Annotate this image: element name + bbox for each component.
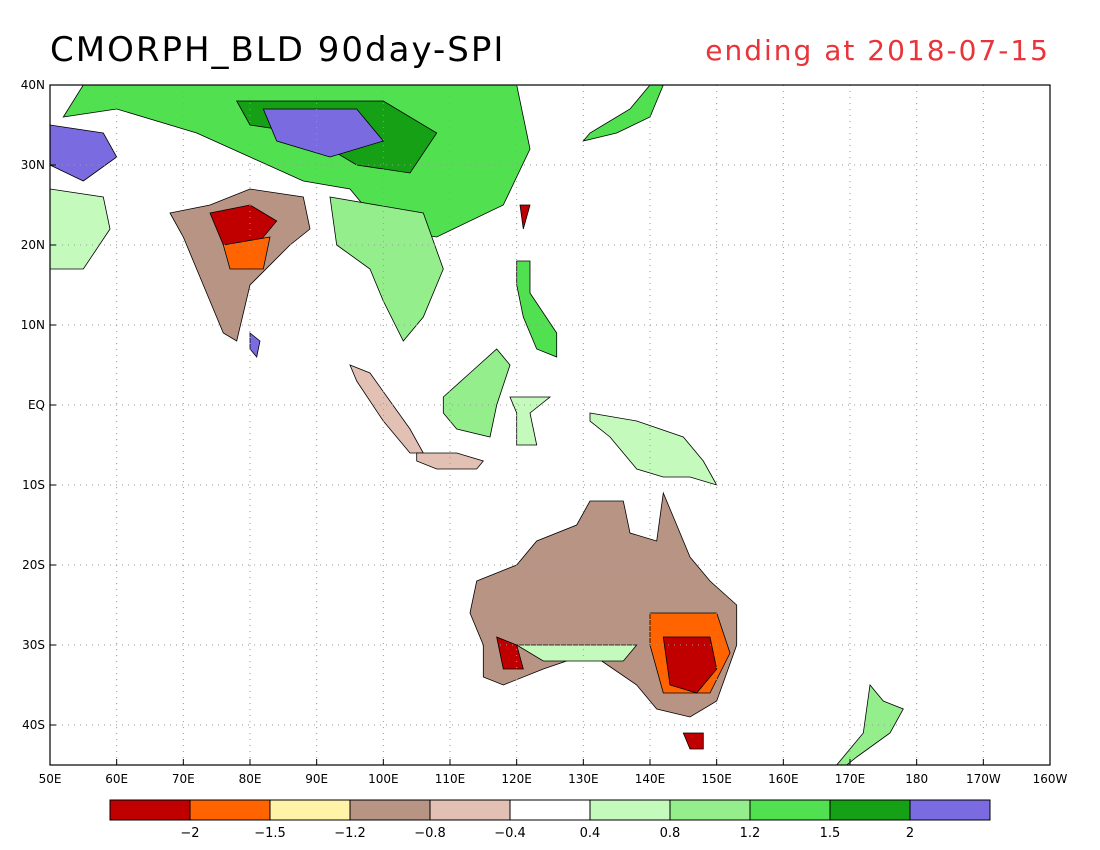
region-tibet-very-wet [262,108,384,158]
land-regions [50,85,904,765]
x-tick-label: 130E [568,772,599,786]
colorbar-swatch [189,799,271,821]
colorbar-label: 0.4 [580,826,601,841]
axis-ticks: 50E 60E 70E 80E 90E 100E 110E 120E 130E 140E 150E 1… [21,78,1068,786]
x-tick-label: 90E [305,772,328,786]
y-tick-label: 30N [21,158,45,172]
x-tick-label: 160W [1033,772,1068,786]
region-sulawesi [509,396,552,446]
x-tick-label: 140E [635,772,666,786]
y-tick-label: 10S [22,478,45,492]
x-tick-label: 150E [701,772,732,786]
region-iran-very-wet [50,124,118,182]
x-tick-label: 60E [105,772,128,786]
x-tick-label: 110E [435,772,466,786]
colorbar-swatch [429,799,511,821]
x-tick-label: 180 [905,772,928,786]
region-new-guinea [589,412,718,486]
colorbar-swatch [589,799,671,821]
region-new-zealand [836,684,904,765]
colorbar-swatch [509,799,591,821]
colorbar-swatch [109,799,191,821]
region-japan [582,85,664,142]
x-tick-label: 50E [39,772,62,786]
colorbar-label: 0.8 [660,826,681,841]
region-india-dry-1 [209,204,278,246]
x-tick-label: 170W [966,772,1001,786]
colorbar-label: 1.2 [740,826,761,841]
x-tick-label: 100E [368,772,399,786]
region-philippines [516,260,558,358]
y-tick-label: 40N [21,78,45,92]
region-india-dry-2 [222,236,271,270]
colorbar-label: −0.8 [414,826,446,841]
colorbar-swatch [749,799,831,821]
y-tick-label: 20N [21,238,45,252]
colorbar-label: −1.5 [254,826,286,841]
y-tick-label: 20S [22,558,45,572]
region-taiwan [519,204,531,230]
colorbar: −2 −1.5 −1.2 −0.8 −0.4 0.4 0.8 1.2 1.5 2 [109,799,991,841]
colorbar-label: −1.2 [334,826,366,841]
map-title: CMORPH_BLD 90day-SPI [50,30,506,70]
region-java [416,452,484,470]
region-tasmania [682,732,704,750]
colorbar-label: −2 [180,826,199,841]
colorbar-swatch [269,799,351,821]
x-tick-label: 170E [835,772,866,786]
y-tick-label: 30S [22,638,45,652]
x-tick-label: 160E [768,772,799,786]
x-tick-label: 80E [239,772,262,786]
colorbar-swatch [349,799,431,821]
colorbar-label: 1.5 [820,826,841,841]
region-arabia [50,188,111,270]
y-tick-label: 10N [21,318,45,332]
colorbar-swatch [829,799,911,821]
region-australia-se-core [662,636,718,694]
map-subtitle: ending at 2018-07-15 [705,34,1050,67]
region-borneo [442,348,511,438]
x-tick-label: 70E [172,772,195,786]
y-tick-label: EQ [28,398,45,412]
colorbar-swatch [909,799,991,821]
y-tick-label: 40S [22,718,45,732]
map-frame [49,84,1051,766]
colorbar-swatch [669,799,751,821]
x-tick-label: 120E [501,772,532,786]
colorbar-label: 2 [906,826,914,841]
colorbar-label: −0.4 [494,826,526,841]
region-indochina [329,196,444,342]
